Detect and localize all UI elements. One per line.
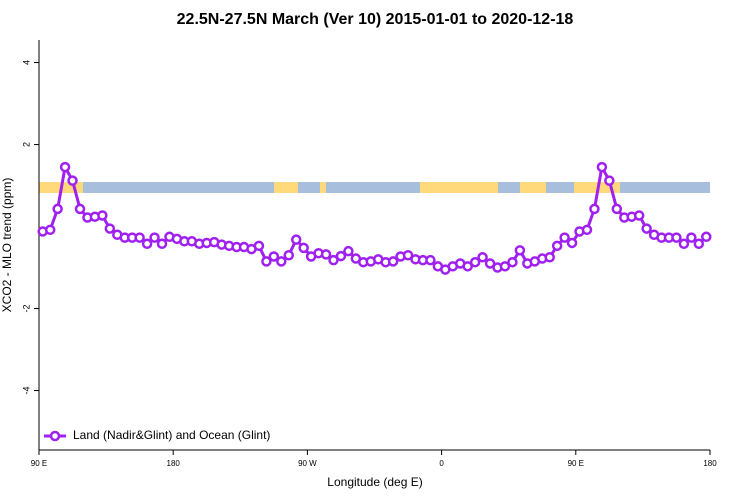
data-point xyxy=(134,232,145,243)
y-axis-label: XCO2 - MLO trend (ppm) xyxy=(0,178,14,313)
data-point xyxy=(507,256,518,268)
data-point xyxy=(268,251,280,262)
y-tick-label: -2 xyxy=(21,305,31,313)
data-point xyxy=(477,252,488,263)
data-point xyxy=(104,223,116,234)
data-point xyxy=(387,256,399,267)
data-point xyxy=(290,234,302,245)
data-point xyxy=(261,256,272,267)
legend-label: Land (Nadir&Glint) and Ocean (Glint) xyxy=(73,428,270,442)
x-tick-label: 180 xyxy=(703,459,717,468)
data-point xyxy=(298,242,309,254)
data-point xyxy=(551,240,563,252)
data-point xyxy=(611,203,623,215)
x-axis-label: Longitude (deg E) xyxy=(327,475,422,489)
data-point xyxy=(559,232,570,243)
data-point xyxy=(686,232,697,243)
data-point xyxy=(141,238,153,250)
data-point xyxy=(544,252,555,263)
data-point xyxy=(462,261,473,272)
data-point xyxy=(97,210,108,221)
data-point xyxy=(514,245,526,256)
data-point xyxy=(589,203,600,215)
y-tick-label: -4 xyxy=(21,387,31,395)
data-point xyxy=(701,231,712,243)
data-point xyxy=(641,223,652,234)
data-point xyxy=(499,261,511,272)
data-point xyxy=(320,249,332,260)
data-point xyxy=(581,224,593,236)
data-point xyxy=(678,238,690,250)
chart-title: 22.5N-27.5N March (Ver 10) 2015-01-01 to… xyxy=(177,11,574,28)
x-tick-label: 90 W xyxy=(298,459,317,468)
data-point xyxy=(596,161,608,173)
data-point xyxy=(402,250,414,261)
data-point xyxy=(59,161,71,173)
y-tick-label: 2 xyxy=(21,142,31,147)
x-tick-label: 0 xyxy=(439,459,444,468)
data-point xyxy=(44,224,56,236)
data-point xyxy=(253,240,265,252)
data-point xyxy=(566,237,578,249)
data-point xyxy=(276,256,287,267)
data-point xyxy=(335,250,347,262)
data-point xyxy=(74,203,86,215)
data-point xyxy=(343,245,354,257)
data-point xyxy=(156,238,168,250)
data-point xyxy=(425,254,436,266)
data-point xyxy=(52,203,63,215)
data-point xyxy=(469,256,481,268)
x-tick-label: 180 xyxy=(167,459,181,468)
data-point xyxy=(283,250,295,261)
data-point xyxy=(693,238,705,250)
data-point xyxy=(633,210,645,221)
data-point xyxy=(67,175,78,186)
x-tick-label: 90 E xyxy=(568,459,584,468)
legend-marker xyxy=(49,430,61,442)
y-tick-label: 4 xyxy=(21,60,31,65)
data-point xyxy=(604,175,615,186)
x-tick-label: 90 E xyxy=(31,459,47,468)
data-point xyxy=(671,232,682,243)
data-point xyxy=(328,254,339,266)
data-point xyxy=(484,258,496,269)
data-point xyxy=(149,232,160,243)
